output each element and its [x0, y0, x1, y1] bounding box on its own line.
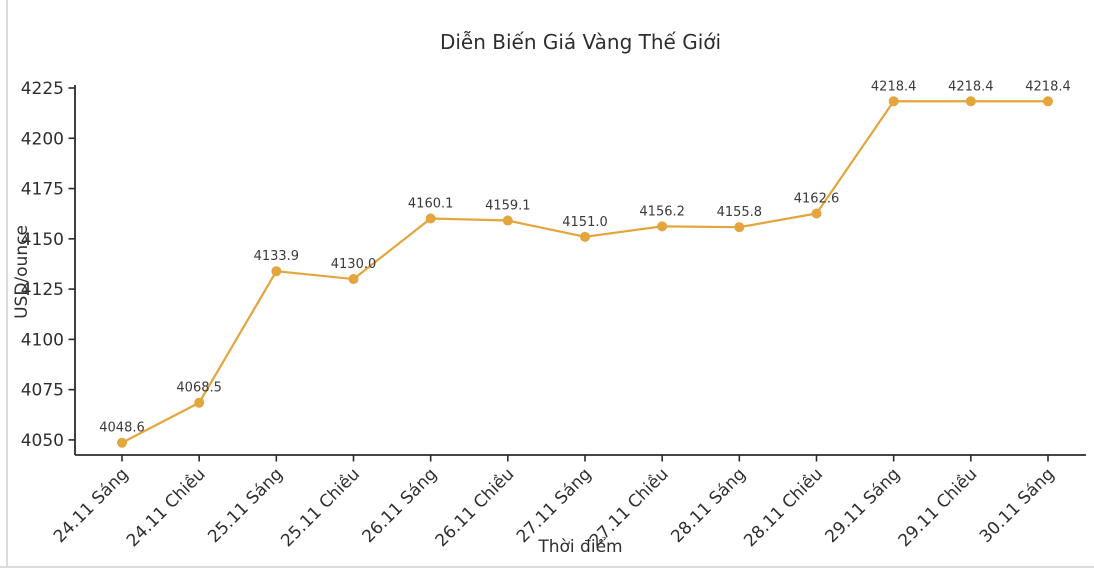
x-axis-label: Thời điểm: [538, 537, 623, 557]
x-tick-label: 29.11 Sáng: [822, 464, 905, 547]
data-point-marker: [271, 266, 282, 277]
data-point-marker: [657, 221, 668, 232]
x-tick-label: 26.11 Sáng: [359, 464, 442, 547]
data-point-marker: [1043, 96, 1053, 107]
data-point-label: 4155.8: [717, 205, 763, 220]
x-tick-label: 25.11 Chiều: [277, 464, 364, 551]
data-point-label: 4218.4: [871, 79, 917, 94]
data-point-marker: [734, 222, 745, 233]
data-point-label: 4130.0: [331, 257, 377, 272]
data-point-label: 4151.0: [562, 215, 608, 230]
x-tick-label: 26.11 Chiều: [431, 464, 518, 551]
x-tick-label: 30.11 Sáng: [976, 464, 1059, 547]
y-tick-label: 4200: [21, 129, 64, 149]
x-tick-label: 28.11 Chiều: [740, 464, 827, 551]
x-tick-label: 27.11 Sáng: [513, 464, 596, 547]
y-tick-label: 4150: [21, 230, 64, 250]
x-tick-label: 29.11 Chiều: [894, 464, 981, 551]
data-point-label: 4159.1: [485, 199, 531, 214]
data-point-marker: [888, 96, 899, 107]
x-tick-label: 28.11 Sáng: [667, 464, 750, 547]
data-point-marker: [117, 437, 127, 448]
data-point-marker: [965, 96, 976, 107]
data-point-marker: [811, 208, 822, 219]
data-point-marker: [194, 397, 205, 408]
page-bottom-edge-line: [0, 566, 1094, 568]
data-point-label: 4156.2: [639, 204, 685, 219]
y-tick-label: 4225: [21, 79, 64, 99]
data-point-label: 4160.1: [408, 197, 454, 212]
gold-price-line: [121, 100, 1048, 444]
y-tick-label: 4175: [21, 180, 64, 200]
y-tick-label: 4075: [21, 381, 64, 401]
y-tick-label: 4100: [21, 330, 64, 350]
y-tick-label: 4125: [21, 280, 64, 300]
chart-title: Diễn Biến Giá Vàng Thế Giới: [439, 30, 722, 54]
data-point-label: 4162.6: [794, 191, 840, 206]
data-point-label: 4218.4: [948, 79, 994, 94]
x-tick-label: 24.11 Chiều: [122, 464, 209, 551]
page-left-edge-line: [6, 0, 8, 566]
x-tick-label: 24.11 Sáng: [50, 464, 133, 547]
data-point-label: 4218.4: [1025, 79, 1071, 94]
x-tick-label: 25.11 Sáng: [204, 464, 287, 547]
data-point-marker: [425, 213, 436, 224]
data-point-marker: [502, 215, 513, 226]
x-tick-label: 27.11 Chiều: [585, 464, 672, 551]
data-point-marker: [580, 231, 590, 242]
data-point-label: 4048.6: [99, 421, 145, 436]
data-point-label: 4068.5: [176, 381, 222, 396]
data-point-marker: [348, 274, 359, 285]
data-point-label: 4133.9: [254, 249, 300, 264]
y-tick-label: 4050: [21, 431, 64, 451]
